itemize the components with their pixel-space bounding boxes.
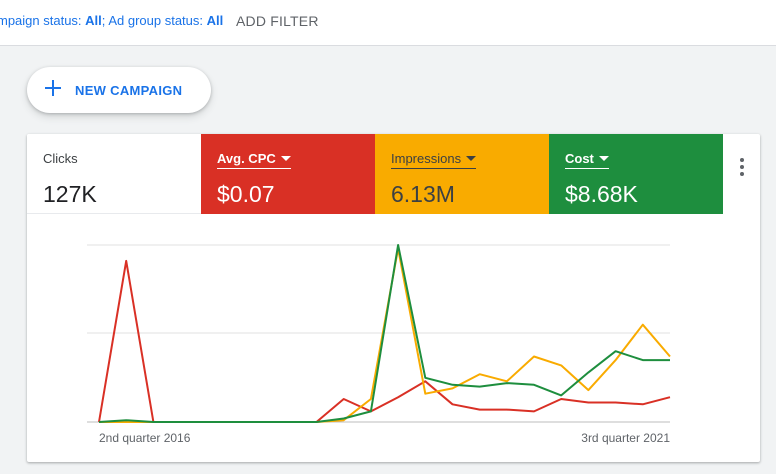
filter-bar: mpaign status: All; Ad group status: All… — [0, 0, 776, 46]
caret-down-icon — [280, 156, 291, 161]
metric-cost-label: Cost — [565, 151, 594, 166]
x-end-tick-label: 3rd quarter 2021 — [581, 431, 670, 445]
campaign-status-label: mpaign status: — [0, 13, 82, 28]
filter-separator: ; — [101, 13, 106, 28]
metric-clicks-value: 127K — [43, 181, 97, 207]
ad-group-status-label: Ad group status: — [108, 13, 203, 28]
metric-impressions[interactable]: Impressions 6.13M — [375, 134, 549, 214]
metric-clicks-label: Clicks — [43, 151, 78, 166]
status-filter-summary[interactable]: mpaign status: All; Ad group status: All — [0, 13, 223, 28]
series-line-avg-cpc — [98, 259, 671, 423]
performance-chart: 2nd quarter 2016 3rd quarter 2021 — [87, 244, 671, 445]
metric-impressions-dropdown[interactable]: Impressions — [391, 151, 477, 169]
caret-down-icon — [466, 156, 477, 161]
plus-icon — [44, 79, 62, 97]
ad-group-status-value: All — [206, 13, 224, 28]
metric-impressions-value: 6.13M — [391, 181, 455, 207]
new-campaign-label: NEW CAMPAIGN — [75, 83, 183, 98]
metric-cost-value: $8.68K — [565, 181, 638, 207]
performance-card: Clicks 127K Avg. CPC $0.07 Impressions 6… — [27, 134, 760, 462]
more-vert-icon[interactable] — [735, 156, 749, 178]
metric-avg-cpc-value: $0.07 — [217, 181, 275, 207]
metric-avg-cpc-label: Avg. CPC — [217, 151, 276, 166]
metric-avg-cpc-dropdown[interactable]: Avg. CPC — [217, 151, 291, 169]
metric-cost-dropdown[interactable]: Cost — [565, 151, 609, 169]
metric-clicks[interactable]: Clicks 127K — [27, 134, 201, 214]
campaign-status-value: All — [85, 13, 102, 28]
metric-avg-cpc[interactable]: Avg. CPC $0.07 — [201, 134, 375, 214]
x-start-tick-label: 2nd quarter 2016 — [99, 431, 191, 445]
series-layer — [98, 244, 671, 423]
metric-impressions-label: Impressions — [391, 151, 462, 166]
add-filter-button[interactable]: ADD FILTER — [236, 13, 319, 29]
series-line-cost — [98, 244, 670, 423]
caret-down-icon — [598, 156, 609, 161]
metric-cost[interactable]: Cost $8.68K — [549, 134, 723, 214]
series-line-impressions — [99, 247, 671, 423]
new-campaign-button[interactable]: NEW CAMPAIGN — [27, 67, 211, 113]
